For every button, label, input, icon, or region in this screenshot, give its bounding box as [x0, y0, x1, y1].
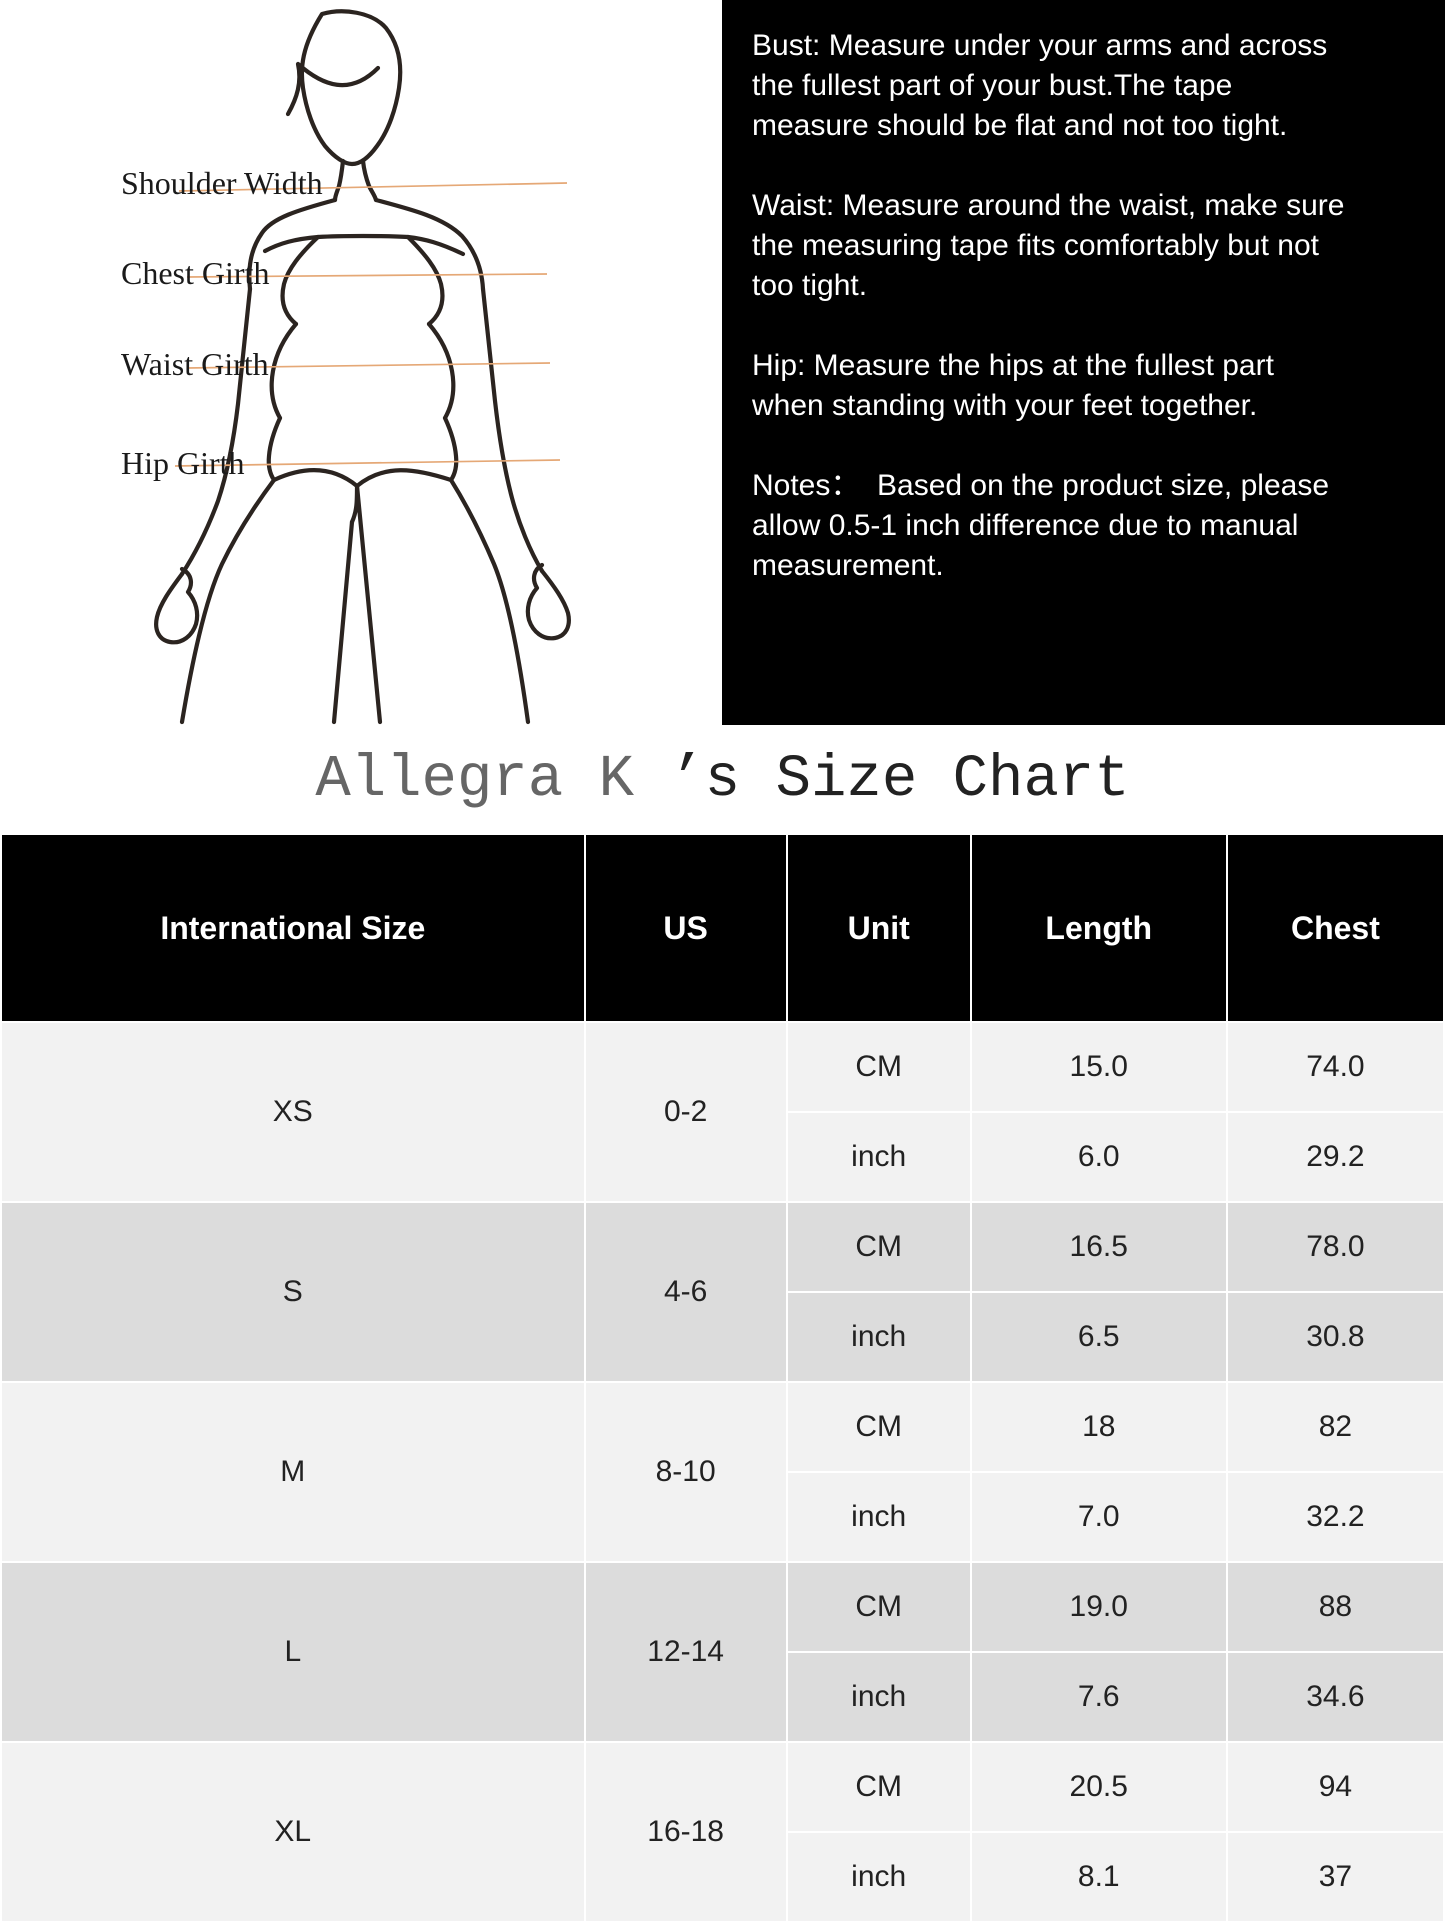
svg-text:Hip Girth: Hip Girth [121, 445, 245, 481]
svg-text:Shoulder Width: Shoulder Width [121, 165, 323, 201]
svg-text:Waist Girth: Waist Girth [121, 346, 269, 382]
svg-text:Chest Girth: Chest Girth [121, 255, 269, 291]
